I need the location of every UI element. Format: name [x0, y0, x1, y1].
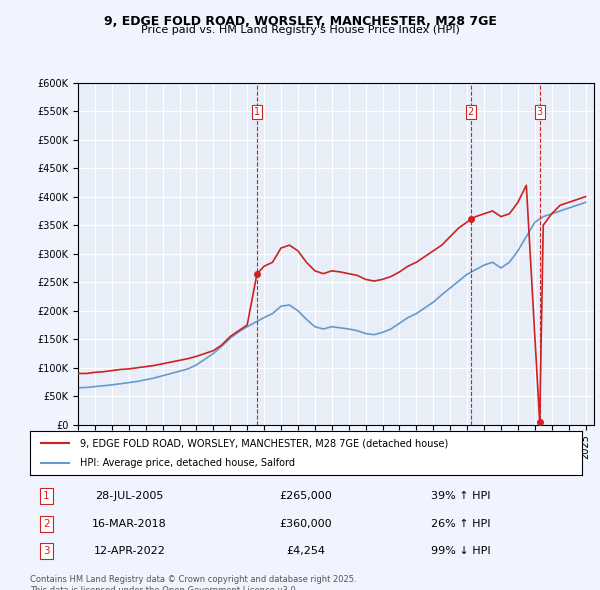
Text: 2: 2	[43, 519, 50, 529]
Text: Contains HM Land Registry data © Crown copyright and database right 2025.
This d: Contains HM Land Registry data © Crown c…	[30, 575, 356, 590]
Text: 2: 2	[467, 107, 474, 117]
Text: 3: 3	[43, 546, 50, 556]
Text: 9, EDGE FOLD ROAD, WORSLEY, MANCHESTER, M28 7GE: 9, EDGE FOLD ROAD, WORSLEY, MANCHESTER, …	[104, 15, 496, 28]
Text: Price paid vs. HM Land Registry's House Price Index (HPI): Price paid vs. HM Land Registry's House …	[140, 25, 460, 35]
Text: HPI: Average price, detached house, Salford: HPI: Average price, detached house, Salf…	[80, 458, 295, 467]
Text: 16-MAR-2018: 16-MAR-2018	[92, 519, 167, 529]
Text: 12-APR-2022: 12-APR-2022	[94, 546, 165, 556]
Text: 1: 1	[43, 491, 50, 502]
Text: 99% ↓ HPI: 99% ↓ HPI	[431, 546, 490, 556]
Text: £4,254: £4,254	[287, 546, 325, 556]
Text: 26% ↑ HPI: 26% ↑ HPI	[431, 519, 490, 529]
Text: 28-JUL-2005: 28-JUL-2005	[95, 491, 164, 502]
Text: 3: 3	[536, 107, 543, 117]
Text: 1: 1	[254, 107, 260, 117]
Text: 9, EDGE FOLD ROAD, WORSLEY, MANCHESTER, M28 7GE (detached house): 9, EDGE FOLD ROAD, WORSLEY, MANCHESTER, …	[80, 438, 448, 448]
Text: £265,000: £265,000	[280, 491, 332, 502]
Text: £360,000: £360,000	[280, 519, 332, 529]
Text: 39% ↑ HPI: 39% ↑ HPI	[431, 491, 490, 502]
